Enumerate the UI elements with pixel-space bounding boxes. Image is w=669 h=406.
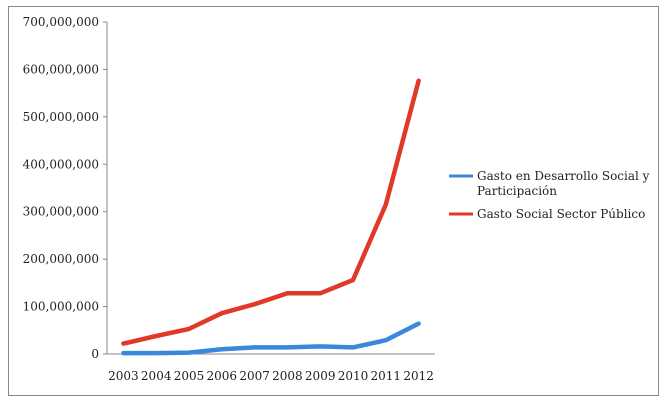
y-axis-ticks: 0 100,000,000 200,000,000 300,000,000 400,00…: [23, 15, 107, 361]
legend-label: Participación: [477, 184, 557, 198]
x-tick-label: 2011: [371, 369, 402, 383]
y-tick-label: 500,000,000: [23, 110, 99, 124]
x-tick-label: 2005: [174, 369, 205, 383]
series-line-0: [121, 321, 421, 356]
y-tick-label: 0: [91, 347, 99, 361]
legend-entry-0: Gasto en Desarrollo Social yParticipació…: [449, 169, 650, 198]
x-tick-label: 2007: [239, 369, 270, 383]
legend: Gasto en Desarrollo Social yParticipació…: [449, 169, 650, 221]
y-tick-label: 100,000,000: [23, 300, 99, 314]
x-tick-label: 2006: [207, 369, 238, 383]
y-tick-label: 600,000,000: [23, 62, 99, 76]
x-tick-label: 2008: [272, 369, 303, 383]
x-tick-label: 2012: [403, 369, 434, 383]
axes: [106, 22, 435, 355]
y-tick-label: 300,000,000: [23, 205, 99, 219]
legend-label: Gasto Social Sector Público: [477, 207, 645, 221]
legend-label: Gasto en Desarrollo Social y: [477, 169, 650, 183]
x-tick-label: 2010: [338, 369, 369, 383]
y-tick-label: 200,000,000: [23, 252, 99, 266]
series-lines: [121, 78, 421, 356]
chart-frame: [8, 6, 659, 396]
series-line-1: [121, 78, 421, 346]
x-tick-label: 2003: [108, 369, 139, 383]
x-axis-ticks: 2003 2004 2005 2006 2007 2008 2009 2010 2011 2012: [108, 369, 434, 383]
y-tick-label: 400,000,000: [23, 157, 99, 171]
legend-entry-1: Gasto Social Sector Público: [449, 207, 645, 221]
x-tick-label: 2009: [305, 369, 336, 383]
y-tick-label: 700,000,000: [23, 15, 99, 29]
x-tick-label: 2004: [141, 369, 172, 383]
